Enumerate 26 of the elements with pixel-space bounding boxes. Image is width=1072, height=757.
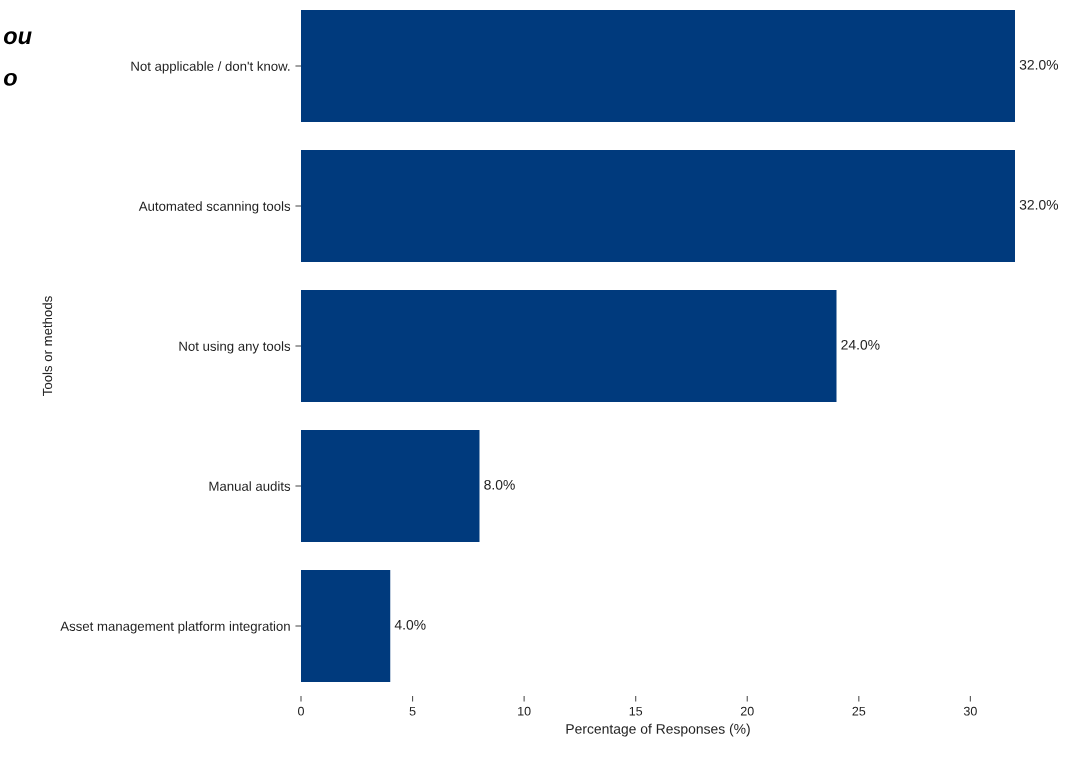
x-tick-label: 25	[852, 706, 866, 716]
text: o	[3, 72, 17, 86]
y-tick-label: Manual audits	[209, 481, 291, 491]
x-tick-label: 0	[298, 706, 304, 716]
text: ou	[3, 31, 32, 45]
bar	[301, 150, 1015, 262]
y-axis-title: Tools or methods	[42, 296, 53, 396]
y-tick-label: Automated scanning tools	[138, 201, 291, 214]
y-tick-label: Asset management platform integration	[60, 621, 290, 634]
x-tick-label: 15	[629, 706, 643, 716]
y-tick-label: Not applicable / don't know.	[131, 61, 290, 74]
data-label: 32.0%	[1019, 199, 1059, 210]
bar	[301, 570, 391, 682]
y-tick-label: Not using any tools	[179, 341, 291, 354]
bar	[301, 10, 1015, 122]
data-label: 4.0%	[394, 619, 426, 630]
x-tick-label: 10	[518, 706, 531, 716]
data-label: 32.0%	[1019, 59, 1059, 70]
data-label: 24.0%	[841, 339, 880, 350]
x-tick-label: 30	[963, 706, 977, 716]
x-axis-title: Percentage of Responses (%)	[566, 723, 750, 737]
bar	[301, 430, 480, 542]
bar	[301, 290, 837, 402]
data-label: 8.0%	[484, 479, 515, 490]
x-tick-label: 20	[740, 706, 754, 716]
x-tick-label: 5	[409, 706, 416, 716]
